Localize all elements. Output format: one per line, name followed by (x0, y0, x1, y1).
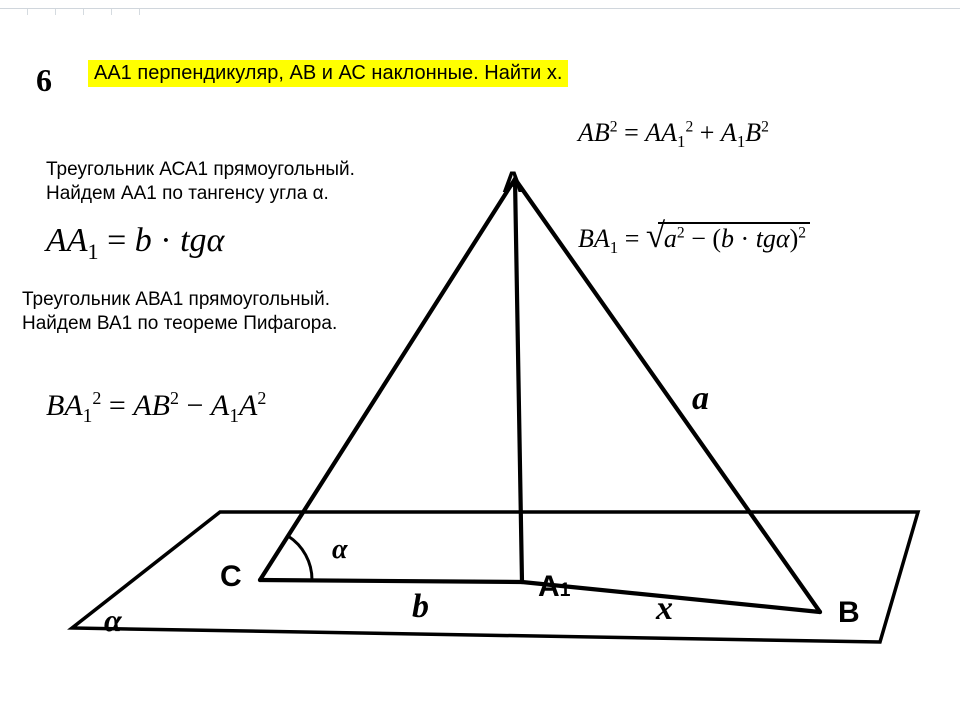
angle-label-alpha: α (332, 534, 348, 566)
vertex-label-a1: A1 (538, 570, 571, 604)
plane-label-alpha: α (104, 602, 122, 639)
angle-arc-alpha (288, 536, 312, 580)
segment-aa1 (515, 179, 522, 582)
edge-label-a: a (692, 380, 709, 418)
top-divider (0, 2, 960, 9)
problem-statement: AA1 перпендикуляр, АВ и АС наклонные. На… (88, 60, 568, 87)
vertex-label-a: A (502, 166, 524, 200)
plus-sign: + (700, 118, 721, 147)
formula-ab2-rhs2: A1B2 (721, 118, 769, 147)
formula-ab2: AB2 = AA12 + A1B2 (578, 118, 769, 152)
formula-ab2-rhs1: AA12 (645, 118, 693, 147)
plane-alpha (72, 512, 918, 642)
vertex-label-b: B (838, 596, 860, 630)
formula-ab2-lhs: AB2 (578, 118, 618, 147)
equals-sign: = (624, 118, 645, 147)
problem-number: 6 (36, 62, 52, 99)
vertex-label-c: C (220, 560, 242, 594)
edge-label-b: b (412, 588, 429, 626)
geometry-diagram: A A1 B C a b x α α (60, 430, 930, 690)
edge-label-x: x (656, 590, 673, 628)
segment-ac (260, 179, 515, 580)
segment-ab (515, 179, 820, 612)
